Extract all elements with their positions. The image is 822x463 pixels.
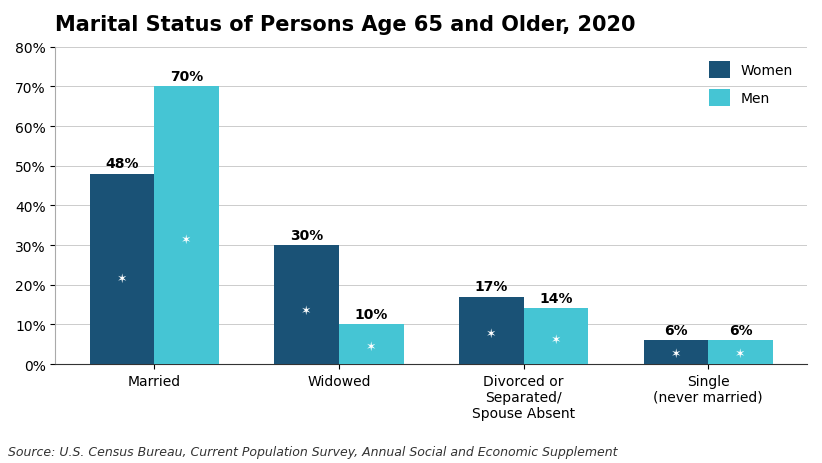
Bar <box>275 245 339 364</box>
Bar <box>459 297 524 364</box>
Text: ✶: ✶ <box>735 347 746 360</box>
Text: Source: U.S. Census Bureau, Current Population Survey, Annual Social and Economi: Source: U.S. Census Bureau, Current Popu… <box>8 445 617 458</box>
Bar <box>155 87 219 364</box>
Bar <box>709 340 773 364</box>
Bar <box>90 174 155 364</box>
Text: 70%: 70% <box>170 70 203 84</box>
Bar <box>524 309 589 364</box>
Bar <box>644 340 709 364</box>
Text: 6%: 6% <box>664 323 688 338</box>
Text: ✶: ✶ <box>117 272 127 285</box>
Text: ✶: ✶ <box>551 333 561 346</box>
Text: ✶: ✶ <box>671 347 681 360</box>
Text: 10%: 10% <box>354 307 388 321</box>
Text: 48%: 48% <box>105 157 139 171</box>
Text: 6%: 6% <box>729 323 752 338</box>
Text: 14%: 14% <box>539 292 573 306</box>
Text: 17%: 17% <box>474 280 508 294</box>
Bar <box>339 325 404 364</box>
Text: ✶: ✶ <box>182 233 192 246</box>
Text: ✶: ✶ <box>366 340 376 353</box>
Text: ✶: ✶ <box>486 327 496 340</box>
Text: ✶: ✶ <box>302 304 312 317</box>
Text: 30%: 30% <box>290 228 323 242</box>
Legend: Women, Men: Women, Men <box>702 55 800 113</box>
Text: Marital Status of Persons Age 65 and Older, 2020: Marital Status of Persons Age 65 and Old… <box>55 15 636 35</box>
